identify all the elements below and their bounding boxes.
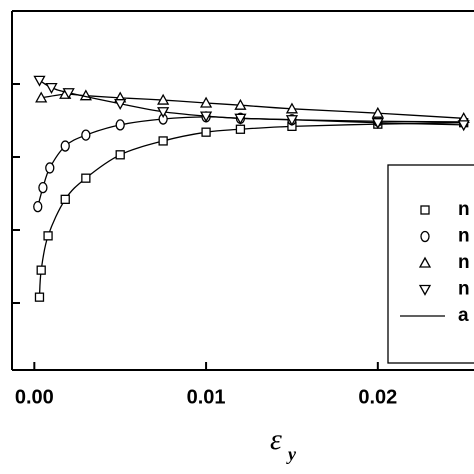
marker xyxy=(371,118,384,130)
marker xyxy=(201,127,211,137)
marker xyxy=(114,99,127,111)
marker xyxy=(36,265,46,275)
marker xyxy=(285,102,299,114)
marker xyxy=(157,93,170,105)
marker xyxy=(81,129,91,141)
marker xyxy=(38,182,48,194)
legend-label: n xyxy=(458,252,470,273)
x-axis-label-sub: y xyxy=(286,444,297,464)
marker xyxy=(35,91,48,103)
x-tick-label: 0.01 xyxy=(187,386,226,408)
marker xyxy=(158,136,168,146)
marker xyxy=(34,292,45,302)
marker xyxy=(418,284,432,296)
legend-box xyxy=(387,164,474,364)
x-tick-label: 0.00 xyxy=(15,386,54,408)
marker xyxy=(199,96,213,108)
legend-label: a xyxy=(458,305,469,326)
marker xyxy=(115,150,125,160)
fit-line xyxy=(41,93,464,119)
marker xyxy=(81,173,91,183)
marker xyxy=(285,115,299,127)
marker xyxy=(62,88,75,100)
marker xyxy=(157,107,170,119)
marker xyxy=(33,200,43,213)
marker xyxy=(115,119,125,131)
marker xyxy=(199,111,213,123)
marker xyxy=(371,106,384,118)
legend-label: n xyxy=(458,279,470,300)
marker xyxy=(234,113,247,125)
marker xyxy=(33,75,46,87)
marker xyxy=(60,194,70,204)
marker xyxy=(418,256,432,268)
fit-line xyxy=(39,79,464,126)
marker xyxy=(420,230,430,243)
marker xyxy=(234,98,247,110)
x-axis-label: ε xyxy=(270,423,282,456)
marker xyxy=(45,162,55,174)
marker xyxy=(43,231,53,241)
legend-label: n xyxy=(458,226,470,247)
legend-label: n xyxy=(458,199,470,220)
marker xyxy=(45,83,58,94)
x-tick-label: 0.02 xyxy=(358,386,397,408)
marker xyxy=(457,120,470,132)
marker xyxy=(235,124,246,134)
marker xyxy=(420,205,430,215)
marker xyxy=(60,140,70,152)
